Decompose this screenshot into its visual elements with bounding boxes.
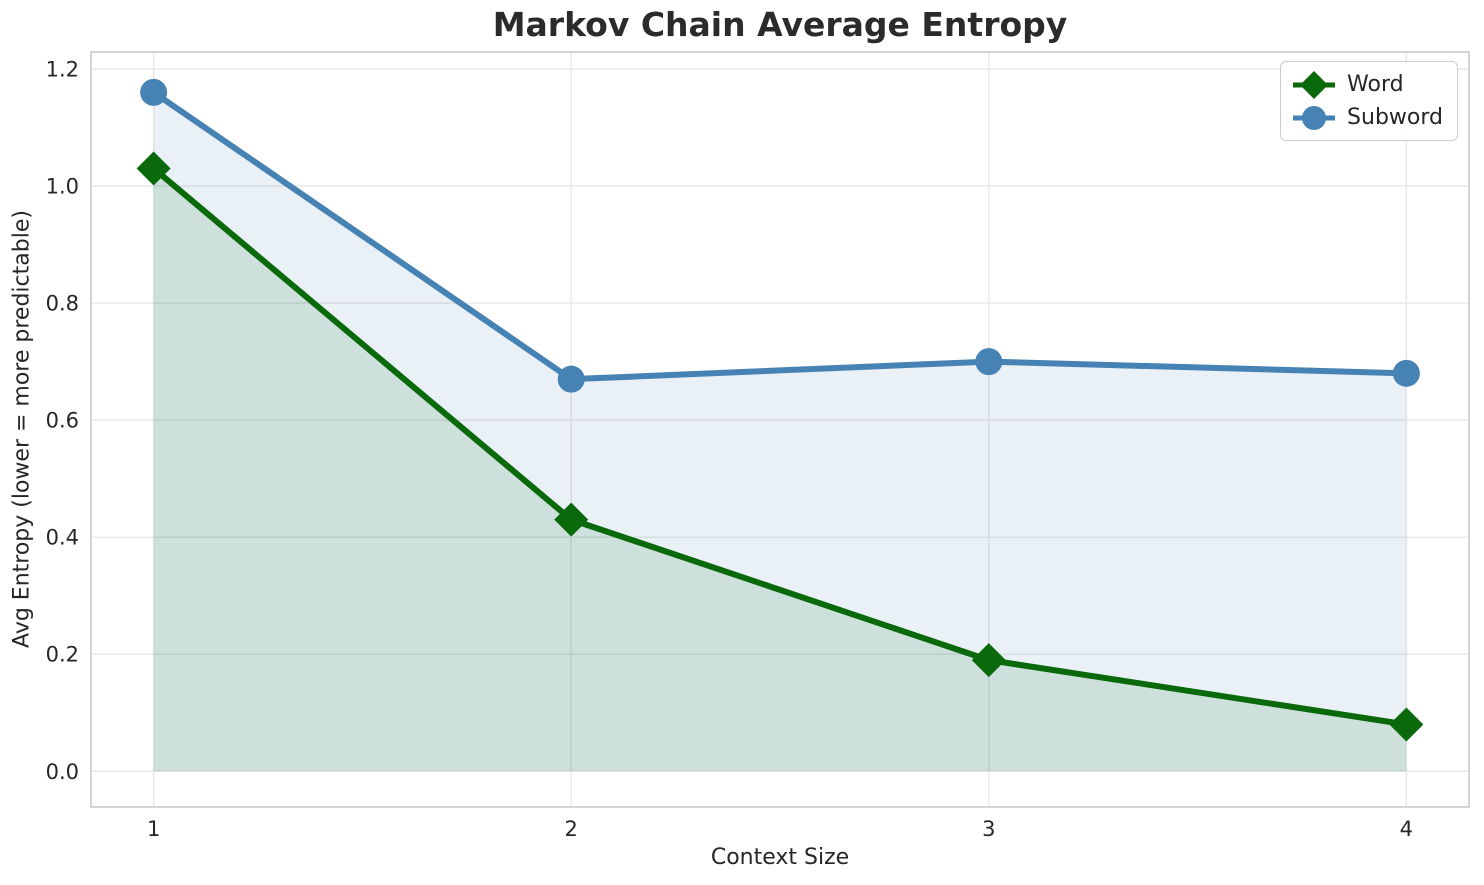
y-tick-label: 0.2 [46, 643, 79, 667]
y-tick-label: 0.8 [46, 292, 79, 316]
legend-item-label: Subword [1347, 105, 1443, 130]
subword-marker [975, 348, 1003, 376]
word-marker [971, 643, 1006, 678]
y-axis-label: Avg Entropy (lower = more predictable) [9, 210, 35, 648]
x-tick-label: 2 [565, 817, 578, 841]
word-marker [1389, 707, 1424, 742]
y-tick-label: 0.6 [46, 409, 79, 433]
subword-marker [140, 78, 168, 106]
y-tick-label: 0.4 [46, 526, 79, 550]
x-tick-label: 3 [982, 817, 995, 841]
x-axis-label: Context Size [710, 845, 850, 870]
legend-item-word: Word [1291, 69, 1443, 100]
x-tick-label: 4 [1400, 817, 1413, 841]
word-line [150, 165, 1410, 728]
axes-border [90, 51, 1470, 808]
legend-item-subword: Subword [1291, 102, 1443, 133]
word-marker [554, 502, 589, 537]
y-tick-label: 1.0 [46, 175, 79, 199]
word-area-fill [153, 168, 1407, 772]
chart-title: Markov Chain Average Entropy [492, 5, 1068, 44]
subword-marker [1392, 359, 1420, 387]
subword-legend-marker-icon [1293, 105, 1336, 130]
legend: Word Subword [1280, 61, 1458, 141]
subword-marker [557, 365, 585, 393]
subword-line [150, 89, 1410, 383]
x-tick-label: 1 [147, 817, 160, 841]
word-marker [136, 151, 171, 186]
subword-area-fill [153, 92, 1407, 772]
word-legend-marker-icon [1293, 70, 1336, 99]
legend-item-label: Word [1347, 72, 1404, 97]
y-tick-label: 0.0 [46, 760, 79, 784]
y-tick-label: 1.2 [46, 57, 79, 81]
